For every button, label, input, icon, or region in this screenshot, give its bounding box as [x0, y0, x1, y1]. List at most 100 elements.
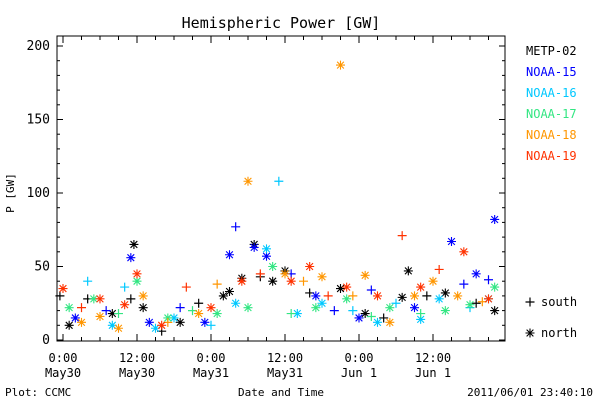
north-marker	[268, 276, 278, 286]
x-axis-label: Date and Time	[238, 386, 324, 399]
north-marker	[77, 317, 86, 327]
south-marker	[101, 306, 111, 316]
north-marker	[360, 270, 370, 280]
north-marker	[525, 328, 535, 338]
data-points	[55, 60, 500, 336]
north-marker	[342, 294, 352, 304]
south-marker	[299, 276, 308, 286]
x-tick-date-label: May31	[193, 366, 229, 380]
south-marker	[120, 282, 130, 292]
south-marker	[471, 298, 481, 308]
north-marker	[280, 269, 290, 279]
footer-plot-source: Plot: CCMC	[5, 386, 71, 399]
north-marker	[120, 300, 130, 310]
north-marker	[410, 303, 419, 313]
north-marker	[64, 320, 74, 330]
legend-entry: NOAA-15	[526, 65, 577, 79]
north-marker	[373, 291, 382, 301]
footer-timestamp: 2011/06/01 23:40:10	[467, 386, 593, 399]
marker-key-label: south	[541, 295, 577, 309]
north-marker	[490, 214, 500, 224]
south-marker	[348, 291, 358, 301]
south-marker	[181, 282, 191, 292]
north-marker	[447, 237, 456, 247]
south-marker	[126, 294, 136, 304]
south-marker	[274, 176, 284, 186]
south-marker	[434, 264, 444, 274]
y-axis: 0 50 100 150 200	[27, 39, 505, 348]
north-marker	[144, 317, 154, 327]
north-marker	[64, 303, 74, 313]
north-marker	[416, 282, 426, 292]
x-tick-date-label: May31	[267, 366, 303, 380]
north-marker	[342, 282, 352, 292]
north-marker	[243, 176, 253, 186]
south-marker	[397, 231, 407, 241]
north-marker	[231, 298, 241, 308]
north-marker	[243, 303, 253, 313]
north-marker	[385, 303, 395, 313]
north-marker	[317, 298, 327, 308]
north-marker	[317, 272, 327, 282]
north-marker	[428, 276, 438, 286]
north-marker	[410, 291, 419, 301]
north-marker	[336, 284, 345, 294]
south-marker	[379, 313, 389, 323]
north-marker	[262, 251, 271, 261]
south-marker	[286, 309, 296, 319]
north-marker	[434, 294, 444, 304]
north-marker	[89, 294, 99, 304]
north-marker	[107, 309, 117, 319]
legend-entry: METP-02	[526, 44, 577, 58]
north-marker	[292, 309, 302, 319]
south-marker	[459, 279, 469, 289]
north-marker	[440, 288, 450, 298]
south-marker	[484, 275, 493, 285]
north-marker	[403, 266, 413, 276]
north-marker	[360, 309, 370, 319]
north-marker	[397, 292, 407, 302]
north-marker	[471, 269, 481, 279]
north-marker	[416, 314, 426, 324]
north-marker	[194, 309, 204, 319]
x-tick-date-label: Jun 1	[415, 366, 451, 380]
marker-key: south north	[525, 295, 577, 340]
north-marker	[354, 313, 364, 323]
north-marker	[70, 313, 80, 323]
south-marker	[416, 309, 426, 319]
legend-entry: NOAA-17	[526, 107, 577, 121]
y-tick-label: 100	[27, 186, 50, 201]
north-marker	[268, 262, 278, 271]
south-marker	[422, 291, 432, 301]
north-marker	[138, 303, 148, 313]
north-marker	[484, 294, 493, 304]
north-marker	[151, 323, 160, 333]
legend-entry: NOAA-18	[526, 128, 577, 142]
north-marker	[114, 323, 123, 333]
south-marker	[55, 291, 65, 301]
south-marker	[206, 320, 216, 330]
north-marker	[286, 276, 296, 286]
north-marker	[305, 262, 315, 271]
x-tick-time-label: 12:00	[267, 351, 303, 365]
x-tick-time-label: 0:00	[49, 351, 78, 365]
chart-title: Hemispheric Power [GW]	[182, 14, 381, 32]
north-marker	[126, 253, 136, 263]
north-marker	[138, 291, 148, 301]
x-axis: 0:00May3012:00May300:00May3112:00May310:…	[45, 36, 489, 380]
south-marker	[77, 303, 86, 313]
north-marker	[218, 291, 228, 301]
south-marker	[175, 303, 185, 313]
north-marker	[262, 244, 271, 254]
south-marker	[194, 298, 204, 308]
y-tick-label: 50	[34, 260, 50, 275]
x-tick-time-label: 12:00	[415, 351, 451, 365]
north-marker	[206, 303, 216, 313]
north-marker	[453, 291, 463, 301]
north-marker	[490, 306, 500, 316]
south-marker	[83, 276, 93, 286]
north-marker	[490, 282, 500, 292]
series-metp-02	[55, 239, 500, 336]
south-marker	[212, 279, 222, 289]
